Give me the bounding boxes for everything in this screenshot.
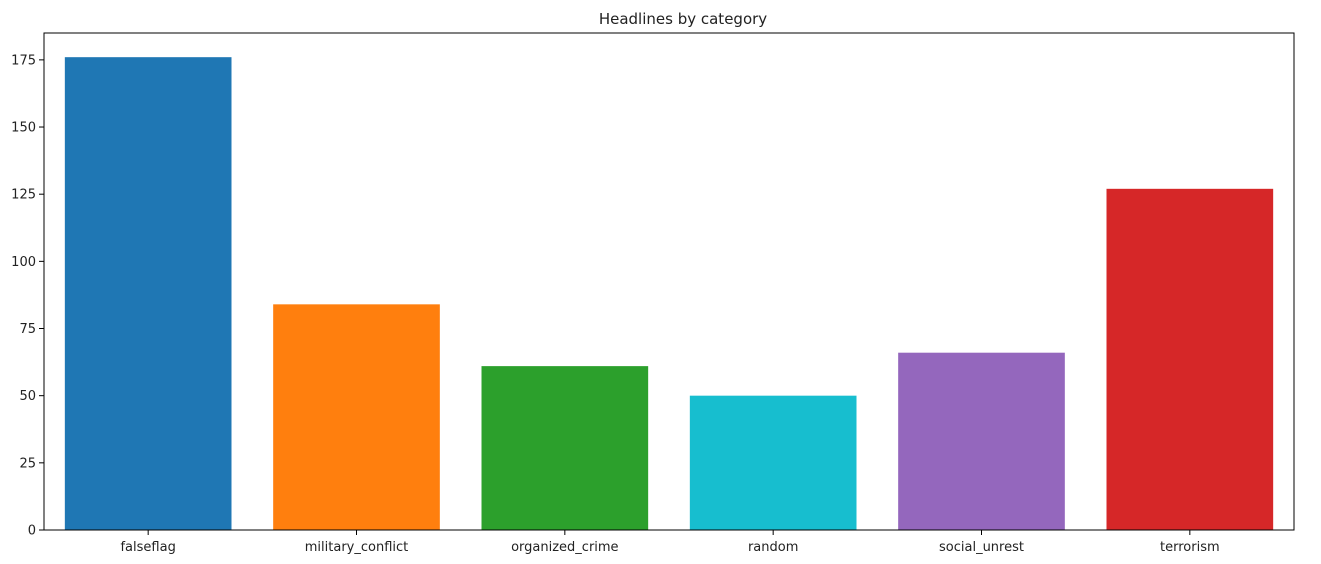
- y-tick-label: 175: [11, 53, 36, 68]
- y-tick-label: 75: [19, 322, 36, 337]
- axis-layer: falseflag military_conflict organized_crim…: [11, 53, 1219, 555]
- y-tick-label: 0: [28, 524, 36, 539]
- x-tick-label: random: [748, 540, 798, 555]
- y-tick-label: 125: [11, 188, 36, 203]
- bar-terrorism: [1106, 188, 1274, 530]
- y-tick-label: 25: [19, 456, 36, 471]
- x-tick-label: social_unrest: [939, 540, 1024, 555]
- bar-random: [689, 395, 857, 530]
- bar-falseflag: [64, 57, 232, 531]
- x-tick-label: organized_crime: [511, 540, 618, 555]
- y-tick-label: 50: [19, 389, 36, 404]
- x-tick-label: military_conflict: [305, 540, 409, 555]
- bar-military-conflict: [273, 304, 440, 530]
- x-tick-label: terrorism: [1160, 540, 1220, 555]
- plot-frame: [43, 32, 1295, 531]
- bar-organized-crime: [481, 366, 649, 530]
- x-tick-label: falseflag: [120, 540, 175, 555]
- bars-layer: [64, 57, 1274, 531]
- y-tick-label: 150: [11, 121, 36, 136]
- y-tick-label: 100: [11, 255, 36, 270]
- bar-social-unrest: [898, 352, 1065, 530]
- chart-title: Headlines by category: [599, 10, 767, 28]
